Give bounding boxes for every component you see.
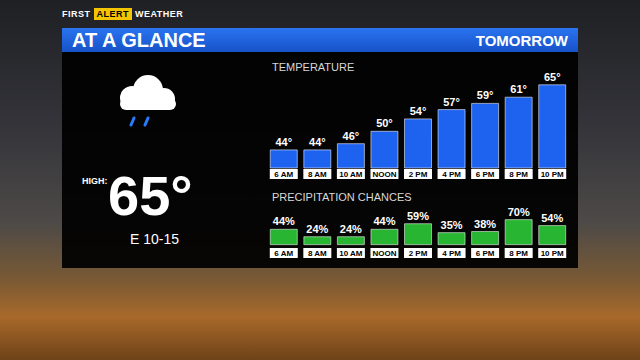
- svg-text:NOON: NOON: [372, 249, 396, 258]
- svg-text:PRECIPITATION CHANCES: PRECIPITATION CHANCES: [272, 191, 412, 203]
- svg-text:57°: 57°: [443, 96, 460, 108]
- svg-text:10 AM: 10 AM: [339, 249, 363, 258]
- svg-text:NOON: NOON: [372, 170, 396, 179]
- svg-text:54°: 54°: [410, 105, 427, 117]
- svg-text:54%: 54%: [541, 212, 563, 224]
- svg-text:70%: 70%: [508, 206, 530, 218]
- svg-text:50°: 50°: [376, 117, 393, 129]
- svg-text:46°: 46°: [343, 130, 360, 142]
- svg-text:24%: 24%: [340, 223, 362, 235]
- svg-text:10 PM: 10 PM: [541, 170, 564, 179]
- svg-text:10 AM: 10 AM: [339, 170, 363, 179]
- svg-text:61°: 61°: [510, 83, 527, 95]
- svg-text:38%: 38%: [474, 218, 496, 230]
- svg-text:24%: 24%: [306, 223, 328, 235]
- html-text:FIRST: FIRST: [62, 9, 91, 19]
- svg-text:6 PM: 6 PM: [476, 170, 495, 179]
- svg-text:6 AM: 6 AM: [274, 170, 293, 179]
- svg-text:44°: 44°: [309, 136, 326, 148]
- svg-text:4 PM: 4 PM: [442, 249, 461, 258]
- svg-text:8 AM: 8 AM: [308, 170, 327, 179]
- svg-text:44%: 44%: [373, 215, 395, 227]
- svg-text:4 PM: 4 PM: [442, 170, 461, 179]
- html-text:HIGH:: HIGH:: [82, 176, 108, 186]
- svg-text:65°: 65°: [544, 71, 561, 83]
- svg-text:10 PM: 10 PM: [541, 249, 564, 258]
- svg-text:8 PM: 8 PM: [509, 249, 528, 258]
- svg-text:44%: 44%: [273, 215, 295, 227]
- html-text:WEATHER: WEATHER: [135, 9, 184, 19]
- svg-text:6 AM: 6 AM: [274, 249, 293, 258]
- svg-text:8 PM: 8 PM: [509, 170, 528, 179]
- svg-text:6 PM: 6 PM: [476, 249, 495, 258]
- html-text:ALERT: ALERT: [96, 9, 129, 19]
- svg-text:44°: 44°: [275, 136, 292, 148]
- html-text:65°: 65°: [108, 164, 193, 227]
- html-text:E 10-15: E 10-15: [130, 231, 179, 247]
- svg-text:59%: 59%: [407, 210, 429, 222]
- svg-text:35%: 35%: [441, 219, 463, 231]
- html-text:AT A GLANCE: AT A GLANCE: [72, 29, 206, 51]
- svg-text:2 PM: 2 PM: [409, 249, 428, 258]
- html-text:TOMORROW: TOMORROW: [475, 32, 568, 49]
- svg-text:59°: 59°: [477, 89, 494, 101]
- svg-text:8 AM: 8 AM: [308, 249, 327, 258]
- svg-text:2 PM: 2 PM: [409, 170, 428, 179]
- svg-text:TEMPERATURE: TEMPERATURE: [272, 61, 354, 73]
